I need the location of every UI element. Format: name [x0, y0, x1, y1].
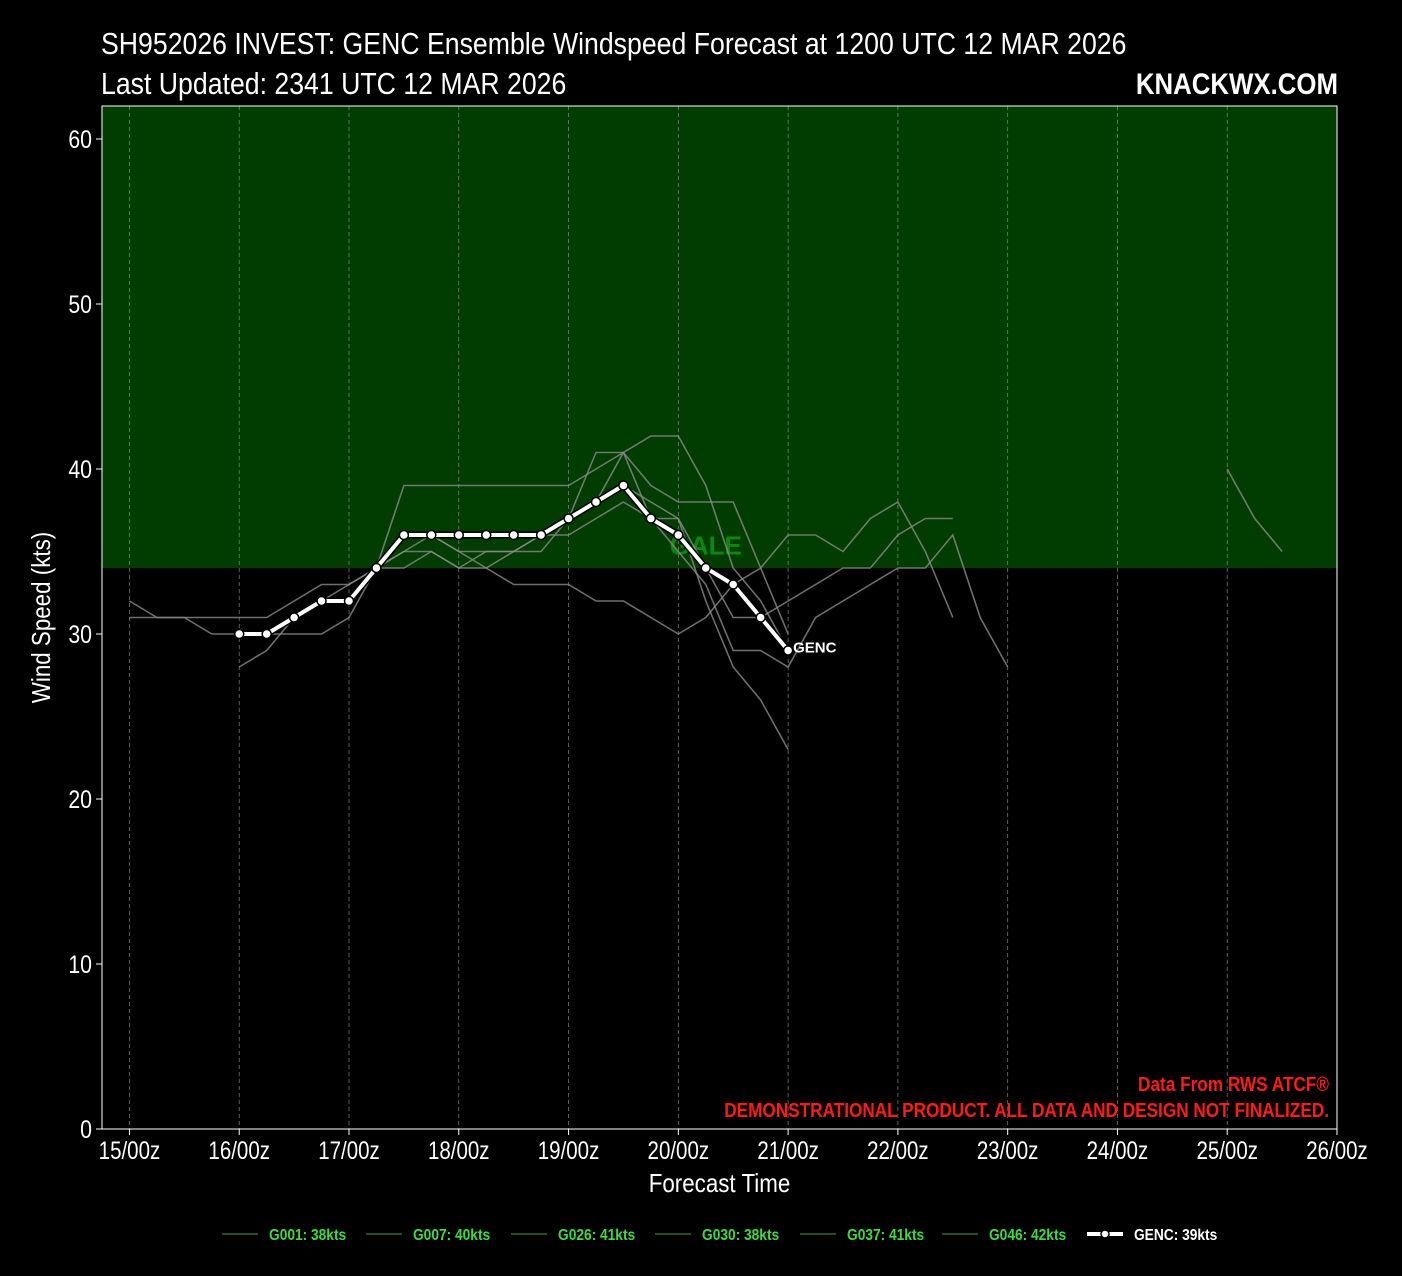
y-tick-label: 0: [80, 1115, 92, 1143]
y-tick-label: 60: [68, 125, 92, 153]
genc-point: [480, 529, 492, 541]
x-tick-label: 18/00z: [428, 1136, 490, 1164]
x-tick-label: 26/00z: [1306, 1136, 1368, 1164]
x-tick-label: 22/00z: [867, 1136, 929, 1164]
legend-marker-genc: [1100, 1229, 1110, 1239]
genc-point: [782, 645, 794, 656]
legend-entry-label: G001: 38kts: [269, 1226, 346, 1244]
y-axis-label: Wind Speed (kts): [27, 532, 56, 703]
genc-point: [261, 628, 272, 640]
x-axis-label: Forecast Time: [649, 1169, 791, 1198]
x-tick-label: 21/00z: [757, 1136, 819, 1164]
genc-point: [453, 529, 465, 541]
chart-subtitle: Last Updated: 2341 UTC 12 MAR 2026: [101, 66, 567, 101]
genc-point: [398, 529, 410, 541]
genc-point: [700, 562, 712, 574]
genc-point: [535, 529, 547, 541]
x-tick-label: 20/00z: [648, 1136, 710, 1164]
genc-point: [645, 513, 657, 524]
legend-entry-label: GENC: 39kts: [1134, 1226, 1217, 1244]
legend: G001: 38kts G007: 40kts G026: 41kts G030: 3…: [222, 1226, 1217, 1244]
y-tick-label: 20: [68, 785, 92, 813]
legend-entry-label: G030: 38kts: [702, 1226, 779, 1244]
y-tick-label: 50: [68, 290, 92, 318]
member-line-g046: [1226, 468, 1283, 553]
x-tick-label: 16/00z: [208, 1136, 270, 1164]
genc-point: [316, 595, 327, 607]
x-tick-label: 17/00z: [318, 1136, 380, 1164]
gale-band: [102, 106, 1337, 568]
x-tick-label: 24/00z: [1087, 1136, 1149, 1164]
genc-point: [618, 480, 629, 491]
brand-logo-text: KNACKWX.COM: [1135, 68, 1338, 101]
legend-entry-label: G026: 41kts: [558, 1226, 635, 1244]
x-tick-label: 25/00z: [1196, 1136, 1258, 1164]
y-tick-label: 10: [68, 950, 92, 978]
credit-disclaimer: DEMONSTRATIONAL PRODUCT. ALL DATA AND DE…: [724, 1099, 1329, 1122]
genc-point: [288, 612, 300, 623]
genc-point: [590, 496, 602, 508]
chart-title: SH952026 INVEST: GENC Ensemble Windspeed…: [101, 26, 1127, 61]
genc-end-label: GENC: [793, 640, 837, 657]
genc-point: [673, 529, 684, 541]
member-line-g001: [129, 500, 954, 635]
genc-point: [343, 595, 355, 607]
genc-point: [755, 612, 766, 623]
x-tick-label: 19/00z: [538, 1136, 600, 1164]
legend-entry-label: G037: 41kts: [847, 1226, 924, 1244]
y-tick-label: 30: [68, 620, 92, 648]
x-tick-label: 23/00z: [977, 1136, 1039, 1164]
y-tick-label: 40: [68, 455, 92, 483]
genc-point: [426, 529, 437, 541]
credit-source: Data From RWS ATCF®: [1138, 1073, 1329, 1096]
legend-entry-label: G046: 42kts: [989, 1226, 1066, 1244]
genc-point: [508, 529, 519, 541]
plot-border: [101, 105, 1338, 1130]
genc-point: [371, 562, 382, 574]
legend-entry-label: G007: 40kts: [413, 1226, 490, 1244]
x-tick-label: 15/00z: [99, 1136, 161, 1164]
genc-point: [233, 628, 245, 640]
genc-point: [563, 513, 574, 524]
genc-point: [727, 579, 739, 590]
